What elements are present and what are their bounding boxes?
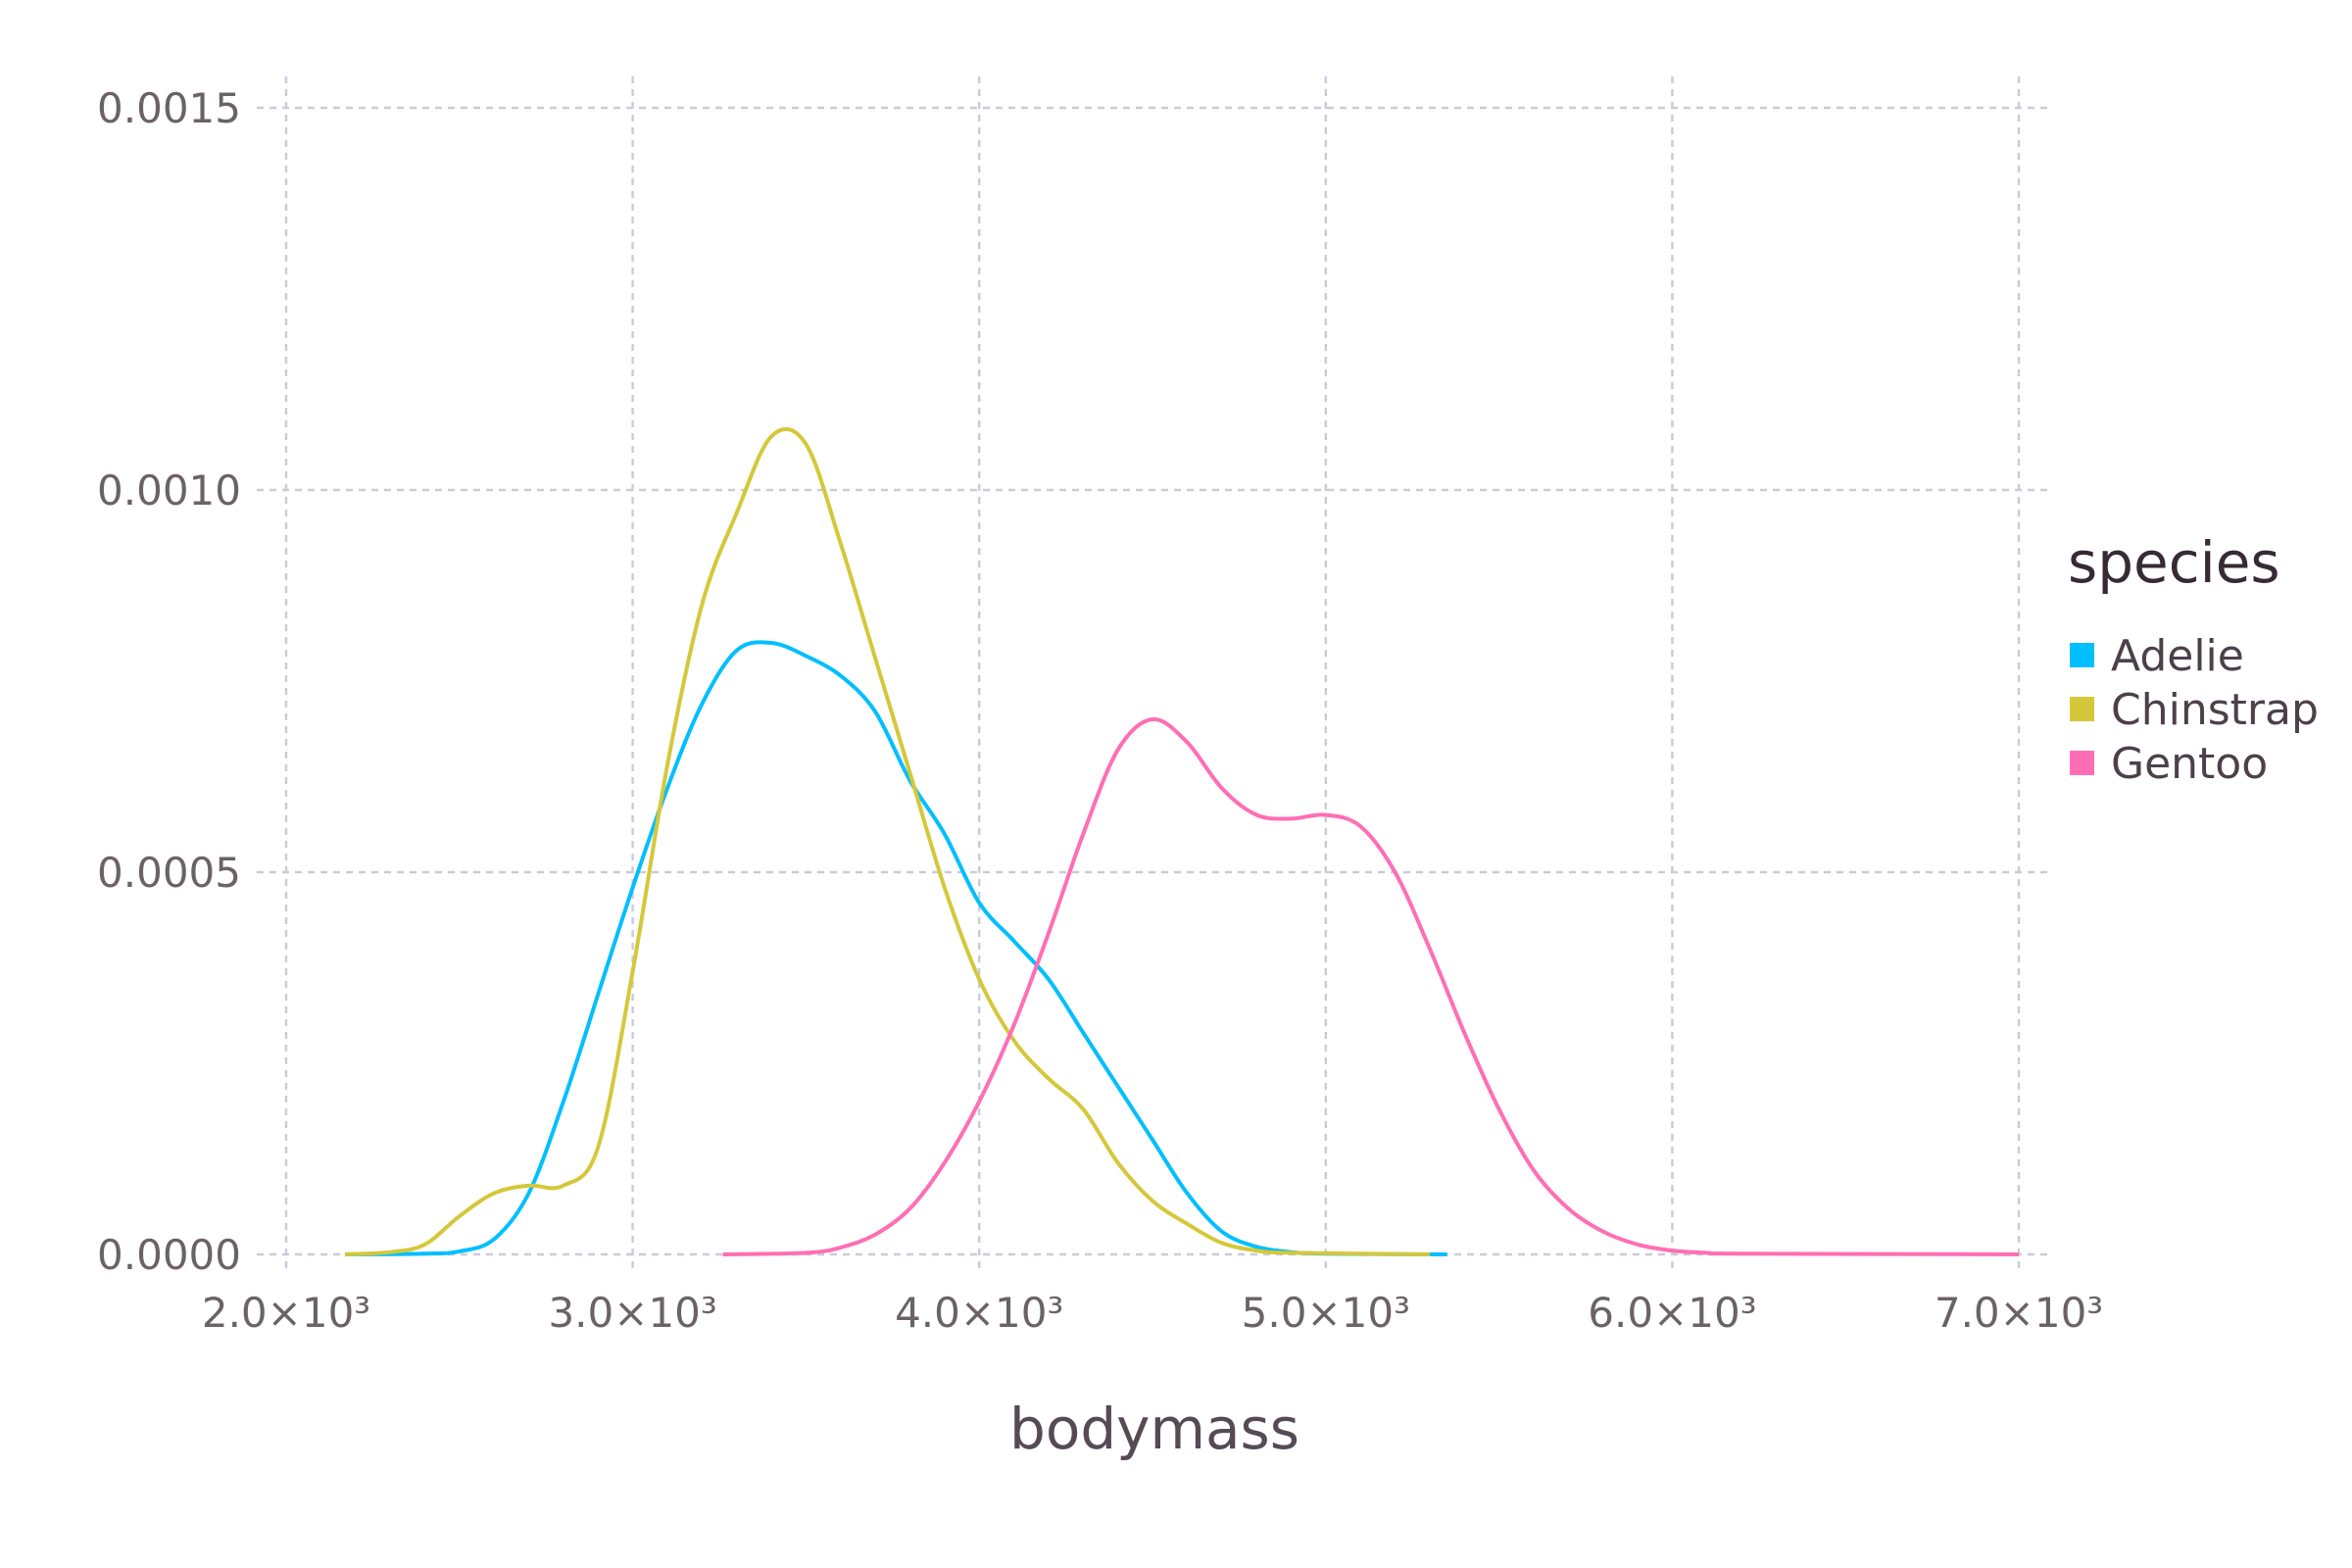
x-tick-label-5: 7.0×10³ — [1935, 1289, 2103, 1337]
legend-title: species — [2068, 529, 2280, 596]
legend-swatch-gentoo — [2070, 751, 2094, 775]
series-line-gentoo — [722, 716, 2020, 1256]
x-tick-label-0: 2.0×10³ — [202, 1289, 370, 1337]
legend-swatch-chinstrap — [2070, 697, 2094, 721]
x-tick-label-4: 6.0×10³ — [1588, 1289, 1756, 1337]
x-axis-ticks: 2.0×10³ 3.0×10³ 4.0×10³ 5.0×10³ 6.0×10³ 7.0×1… — [202, 1289, 2103, 1337]
x-tick-label-3: 5.0×10³ — [1242, 1289, 1410, 1337]
legend-swatch-adelie — [2070, 643, 2094, 667]
y-tick-label-1: 0.0005 — [97, 849, 241, 897]
y-tick-label-2: 0.0010 — [97, 466, 241, 514]
y-tick-label-3: 0.0015 — [97, 84, 241, 132]
x-tick-label-2: 4.0×10³ — [895, 1289, 1063, 1337]
plot-area — [344, 426, 2020, 1256]
series-line-chinstrap — [344, 426, 1430, 1256]
x-axis-label: bodymass — [1009, 1396, 1299, 1462]
series-line-adelie — [345, 640, 1447, 1256]
legend-label-adelie: Adelie — [2111, 631, 2244, 681]
y-axis-ticks: 0.0000 0.0005 0.0010 0.0015 — [97, 84, 241, 1279]
legend-label-gentoo: Gentoo — [2111, 739, 2268, 789]
y-tick-label-0: 0.0000 — [97, 1231, 241, 1279]
gridlines — [257, 76, 2048, 1272]
x-tick-label-1: 3.0×10³ — [548, 1289, 716, 1337]
legend-label-chinstrap: Chinstrap — [2111, 685, 2319, 735]
